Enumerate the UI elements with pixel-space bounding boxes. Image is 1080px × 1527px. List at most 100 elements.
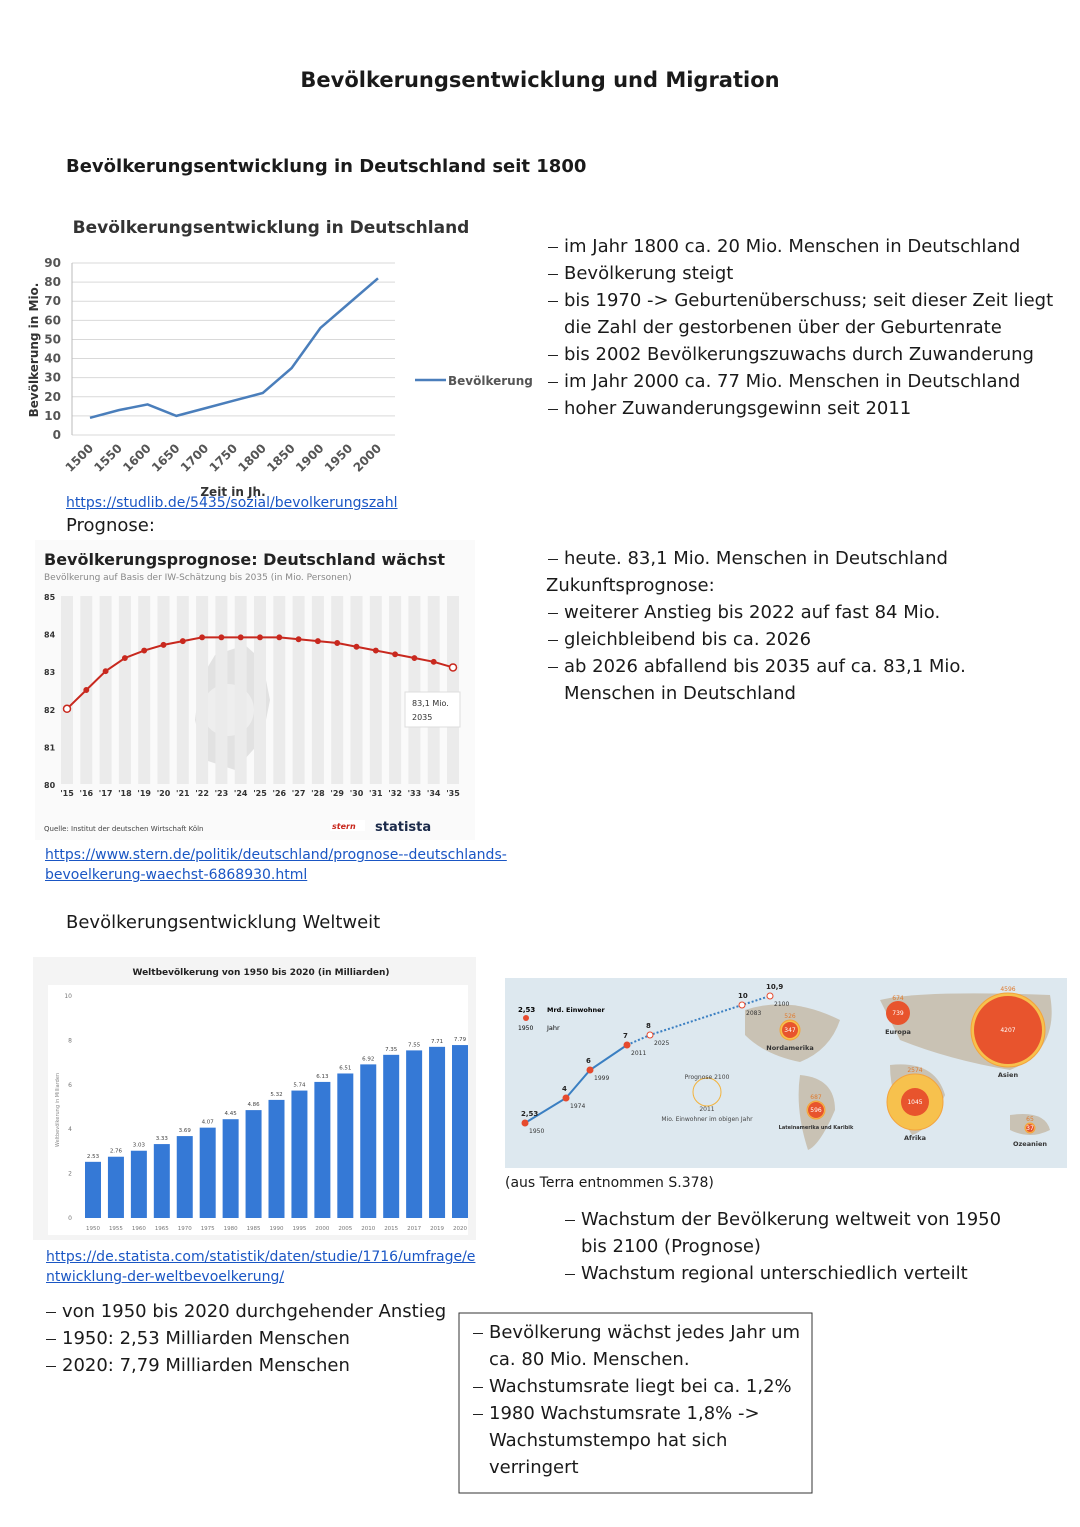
x-tick-label: '32 bbox=[388, 789, 402, 798]
x-tick-label: '22 bbox=[195, 789, 209, 798]
y-tick-label: 82 bbox=[44, 706, 55, 715]
column-band bbox=[369, 596, 382, 784]
x-tick-label: 1950 bbox=[322, 441, 356, 475]
data-point bbox=[179, 638, 186, 645]
column-band bbox=[350, 596, 363, 784]
bullet-item: im Jahr 1800 ca. 20 Mio. Menschen in Deu… bbox=[548, 233, 1073, 260]
legend-label: Bevölkerung bbox=[448, 374, 533, 388]
bullet-item: Wachstumsrate liegt bei ca. 1,2% bbox=[473, 1373, 803, 1400]
region-2011 bbox=[901, 1088, 929, 1116]
column-band bbox=[176, 596, 189, 784]
curve-point bbox=[766, 992, 774, 1000]
y-tick-label: 0 bbox=[68, 1215, 72, 1222]
region-v2100: 4596 bbox=[1000, 986, 1015, 993]
data-point bbox=[257, 634, 263, 641]
y-tick-label: 83 bbox=[44, 668, 55, 677]
curve-year: 2025 bbox=[654, 1040, 669, 1047]
value-label: 3.03 bbox=[133, 1143, 146, 1149]
bar bbox=[130, 1150, 147, 1218]
curve-year: 1950 bbox=[529, 1128, 544, 1135]
column-band bbox=[311, 596, 324, 784]
value-label: 7.79 bbox=[454, 1037, 467, 1043]
region-name: Nordamerika bbox=[766, 1044, 813, 1052]
bar bbox=[314, 1081, 331, 1218]
y-tick-label: 2 bbox=[68, 1171, 72, 1178]
x-tick-label: 1970 bbox=[178, 1226, 192, 1232]
source-link[interactable]: https://www.stern.de/politik/deutschland… bbox=[45, 847, 507, 883]
value-label: 2.76 bbox=[110, 1149, 123, 1155]
curve-value: 10 bbox=[738, 992, 748, 1000]
legend-point bbox=[523, 1015, 529, 1021]
value-label: 3.33 bbox=[156, 1136, 169, 1142]
data-point bbox=[276, 634, 283, 641]
data-point bbox=[334, 640, 341, 646]
x-tick-label: '16 bbox=[80, 789, 94, 798]
bullets: weiterer Anstieg bis 2022 auf fast 84 Mi… bbox=[548, 599, 968, 707]
curve-value: 8 bbox=[646, 1022, 651, 1030]
value-label: 4.45 bbox=[225, 1111, 238, 1117]
x-tick-label: 1965 bbox=[155, 1226, 169, 1232]
bullet-list: von 1950 bis 2020 durchgehender Anstieg 1… bbox=[46, 1298, 456, 1379]
value-label: 7.71 bbox=[431, 1039, 443, 1045]
prognose-legend: Mio. Einwohner im obigen Jahr bbox=[661, 1116, 753, 1123]
region-2011 bbox=[782, 1022, 798, 1038]
section-heading: Bevölkerungsentwicklung in Deutschland s… bbox=[66, 156, 587, 177]
bar bbox=[245, 1110, 262, 1218]
bullet-list: weiterer Anstieg bis 2022 auf fast 84 Mi… bbox=[548, 599, 968, 707]
x-tick-label: 1960 bbox=[132, 1226, 146, 1232]
x-tick-label: '28 bbox=[311, 789, 325, 798]
curve-year: 2011 bbox=[631, 1050, 646, 1057]
chart-source: Quelle: Institut der deutschen Wirtschaf… bbox=[44, 825, 203, 833]
value-label: 3.69 bbox=[179, 1128, 192, 1134]
source-link[interactable]: https://de.statista.com/statistik/daten/… bbox=[46, 1249, 476, 1285]
data-point bbox=[353, 643, 360, 650]
region-name: Europa bbox=[885, 1028, 911, 1036]
column-band bbox=[331, 596, 344, 784]
label: Zukunftsprognose: bbox=[546, 575, 715, 596]
y-tick-label: 8 bbox=[68, 1037, 72, 1044]
curve-year: 2100 bbox=[774, 1001, 789, 1008]
data-point bbox=[411, 655, 418, 661]
bullets: von 1950 bis 2020 durchgehender Anstieg 1… bbox=[46, 1298, 456, 1379]
bar bbox=[153, 1144, 170, 1218]
curve-value: 4 bbox=[562, 1085, 567, 1093]
bar bbox=[85, 1161, 101, 1218]
x-tick-label: 1850 bbox=[264, 441, 298, 475]
bullet-item: gleichbleibend bis ca. 2026 bbox=[548, 626, 968, 653]
data-point bbox=[430, 658, 437, 665]
data-point bbox=[160, 641, 167, 648]
column-band bbox=[215, 596, 228, 784]
bullet-item: bis 2002 Bevölkerungszuwachs durch Zuwan… bbox=[548, 341, 1073, 368]
growth-curve bbox=[524, 1044, 628, 1124]
region-v2100: 2574 bbox=[907, 1067, 922, 1074]
column-band bbox=[138, 596, 151, 784]
x-tick-label: 1650 bbox=[149, 441, 183, 475]
x-tick-label: 2019 bbox=[430, 1226, 444, 1232]
x-tick-label: 1550 bbox=[91, 441, 125, 475]
bullet-item: Wachstum regional unterschiedlich vertei… bbox=[565, 1260, 1015, 1287]
y-tick-label: 84 bbox=[44, 631, 56, 640]
region-2011 bbox=[1026, 1124, 1034, 1132]
source-link[interactable]: https://studlib.de/5435/sozial/bevolkeru… bbox=[66, 495, 398, 511]
curve-point bbox=[738, 1001, 746, 1009]
x-tick-label: '26 bbox=[273, 789, 287, 798]
bar bbox=[176, 1136, 193, 1218]
region-name: Lateinamerika und Karibik bbox=[779, 1125, 854, 1131]
data-point bbox=[392, 651, 399, 658]
x-tick-label: '24 bbox=[234, 789, 248, 798]
page-title: Bevölkerungsentwicklung und Migration bbox=[300, 68, 780, 92]
region-v2100: 65 bbox=[1026, 1116, 1034, 1123]
column-band bbox=[99, 596, 112, 784]
column-band bbox=[118, 596, 131, 784]
y-tick-label: 80 bbox=[44, 275, 61, 289]
y-tick-label: 81 bbox=[44, 743, 56, 752]
growth-curve-forecast bbox=[626, 995, 771, 1046]
bullet-item: heute. 83,1 Mio. Menschen in Deutschland bbox=[548, 545, 1068, 572]
bullet-item: 2020: 7,79 Milliarden Menschen bbox=[46, 1352, 456, 1379]
prognose-ring bbox=[692, 1077, 722, 1107]
value-label: 7.35 bbox=[385, 1047, 398, 1053]
data-point bbox=[141, 647, 148, 654]
bullet-item: Bevölkerung steigt bbox=[548, 260, 1073, 287]
bar bbox=[360, 1064, 377, 1218]
bullet-item: hoher Zuwanderungsgewinn seit 2011 bbox=[548, 395, 1073, 422]
